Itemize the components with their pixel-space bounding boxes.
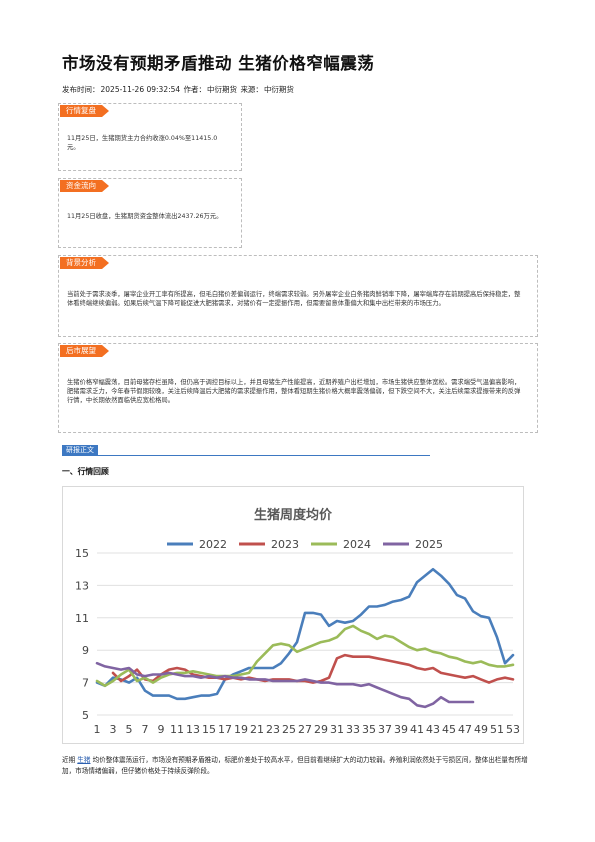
series-line-2025 — [95, 661, 475, 709]
x-tick-label: 33 — [346, 723, 360, 736]
x-tick-label: 31 — [330, 723, 344, 736]
x-tick-label: 39 — [394, 723, 408, 736]
footer-link-pig[interactable]: 生猪 — [77, 756, 91, 764]
x-tick-label: 43 — [426, 723, 440, 736]
series-line-2023 — [111, 653, 515, 684]
x-tick-label: 23 — [266, 723, 280, 736]
x-tick-label: 11 — [170, 723, 184, 736]
chart-title: 生猪周度均价 — [254, 507, 333, 523]
funds-tag: 资金流向 — [60, 180, 109, 192]
section-heading: 一、行情回顾 — [62, 467, 109, 476]
x-tick-label: 37 — [378, 723, 392, 736]
x-tick-label: 7 — [142, 723, 149, 736]
x-tick-label: 41 — [410, 723, 424, 736]
source-label: 来源： — [240, 85, 263, 94]
x-tick-label: 29 — [314, 723, 328, 736]
x-tick-label: 53 — [506, 723, 520, 736]
publish-datetime: 2025-11-26 09:32:54 — [100, 85, 181, 94]
x-tick-label: 45 — [442, 723, 456, 736]
y-tick-label: 15 — [75, 547, 89, 560]
report-divider — [62, 455, 430, 456]
x-tick-label: 19 — [234, 723, 248, 736]
footer-paragraph: 近期 生猪 均价整体震荡运行，市场没有预期矛盾推动，标肥价差处于较高水平，但目前… — [62, 755, 534, 776]
series-line-2024 — [95, 624, 515, 688]
author-label: 作者： — [183, 85, 207, 94]
footer-prefix: 近期 — [62, 756, 78, 764]
x-tick-label: 27 — [298, 723, 312, 736]
funds-text: 11月25日收盘，生猪期货资金整体流出2437.26万元。 — [67, 213, 223, 220]
x-tick-label: 17 — [218, 723, 232, 736]
article-meta: 发布时间：2025-11-26 09:32:54 作者：中衍期货 来源：中衍期货 — [62, 84, 295, 95]
y-tick-label: 5 — [82, 709, 89, 722]
source-name: 中衍期货 — [263, 85, 294, 94]
y-tick-label: 11 — [75, 612, 89, 625]
x-tick-label: 5 — [126, 723, 133, 736]
legend-label-2022: 2022 — [199, 538, 227, 551]
x-tick-label: 1 — [94, 723, 101, 736]
x-tick-label: 51 — [490, 723, 504, 736]
series-line-2022 — [95, 567, 515, 701]
y-tick-label: 13 — [75, 579, 89, 592]
background-box: 背景分析 当前处于需求淡季，屠宰企业开工率有所提高，但毛白猪价差偏弱运行，终端需… — [58, 255, 538, 337]
x-tick-label: 25 — [282, 723, 296, 736]
outlook-box: 后市展望 生猪价格窄幅震荡，目前母猪存栏虽降，但仍高于调控目标以上，并且母猪生产… — [58, 343, 538, 433]
outlook-tag: 后市展望 — [60, 345, 109, 357]
outlook-text: 生猪价格窄幅震荡，目前母猪存栏虽降，但仍高于调控目标以上，并且母猪生产性能提高，… — [67, 379, 521, 404]
footer-rest: 均价整体震荡运行，市场没有预期矛盾推动，标肥价差处于较高水平，但目前看继续扩大的… — [62, 756, 528, 775]
x-tick-label: 3 — [110, 723, 117, 736]
x-tick-label: 13 — [186, 723, 200, 736]
article-title: 市场没有预期矛盾推动 生猪价格窄幅震荡 — [62, 54, 375, 73]
author-name: 中衍期货 — [207, 85, 238, 94]
review-tag: 行情复盘 — [60, 105, 109, 117]
x-tick-label: 9 — [158, 723, 165, 736]
y-tick-label: 7 — [82, 677, 89, 690]
price-chart: 生猪周度均价 5 7 9 11 13 15 1 3 5 7 9 11 13 15 17 19 21 23 25 27 29… — [62, 486, 524, 744]
x-tick-label: 47 — [458, 723, 472, 736]
review-text: 11月25日，生猪期货主力合约收涨0.04%至11415.0元。 — [67, 135, 218, 151]
background-tag: 背景分析 — [60, 257, 109, 269]
background-text: 当前处于需求淡季，屠宰企业开工率有所提高，但毛白猪价差偏弱运行，终端需求较弱。另… — [67, 291, 521, 307]
x-tick-label: 35 — [362, 723, 376, 736]
y-tick-label: 9 — [82, 644, 89, 657]
report-tag: 研报正文 — [62, 445, 98, 456]
funds-box: 资金流向 11月25日收盘，生猪期货资金整体流出2437.26万元。 — [58, 178, 242, 248]
legend-label-2025: 2025 — [415, 538, 443, 551]
review-box: 行情复盘 11月25日，生猪期货主力合约收涨0.04%至11415.0元。 — [58, 103, 242, 171]
x-tick-label: 15 — [202, 723, 216, 736]
legend-label-2023: 2023 — [271, 538, 299, 551]
legend-label-2024: 2024 — [343, 538, 371, 551]
publish-label: 发布时间： — [62, 85, 100, 94]
x-tick-label: 49 — [474, 723, 488, 736]
x-tick-label: 21 — [250, 723, 264, 736]
